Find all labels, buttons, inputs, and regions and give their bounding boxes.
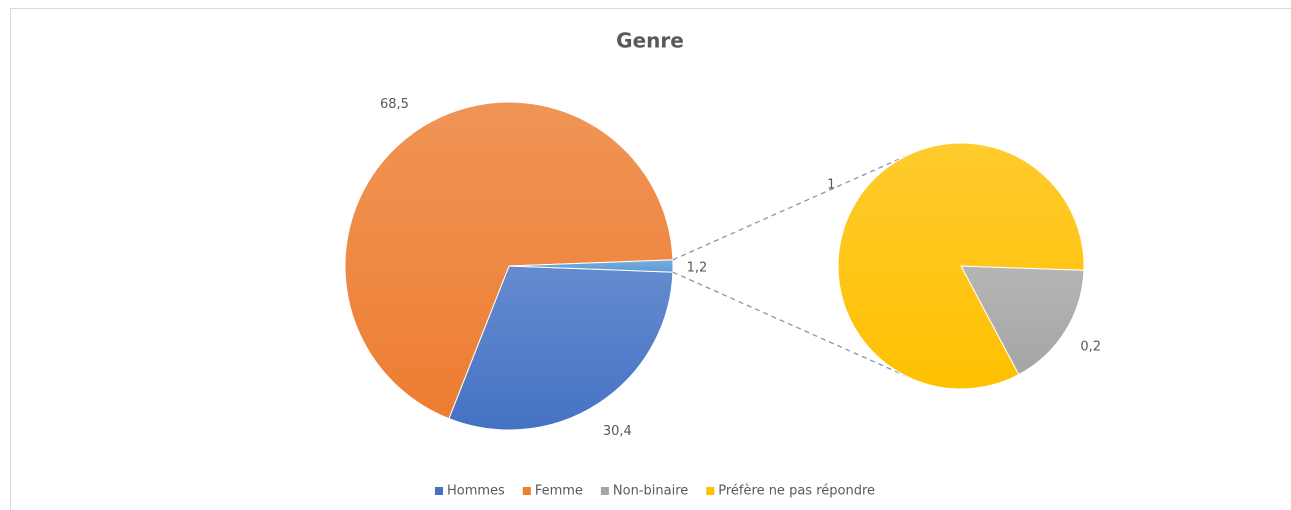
data-label: 30,4 [603,424,632,439]
legend-swatch [522,487,531,495]
pie-slice [508,259,674,273]
connector-line [672,271,906,377]
data-label: 1,2 [687,261,708,276]
connector-line [672,155,906,261]
pie-slice [448,265,674,431]
legend-label: Hommes [447,484,505,499]
legend-swatch [706,487,715,495]
pie-slice [960,265,1085,376]
legend-swatch [600,487,609,495]
pie-slice [837,142,1085,390]
chart-title: Genre [616,29,684,53]
data-label: 68,5 [380,97,409,112]
data-label: 0,2 [1080,340,1101,355]
legend-label: Préfère ne pas répondre [718,484,875,499]
legend-label: Femme [535,484,583,499]
legend-label: Non-binaire [613,484,688,499]
pie-slice [344,101,674,420]
legend-swatch [434,487,443,495]
data-label: 1 [827,177,835,192]
